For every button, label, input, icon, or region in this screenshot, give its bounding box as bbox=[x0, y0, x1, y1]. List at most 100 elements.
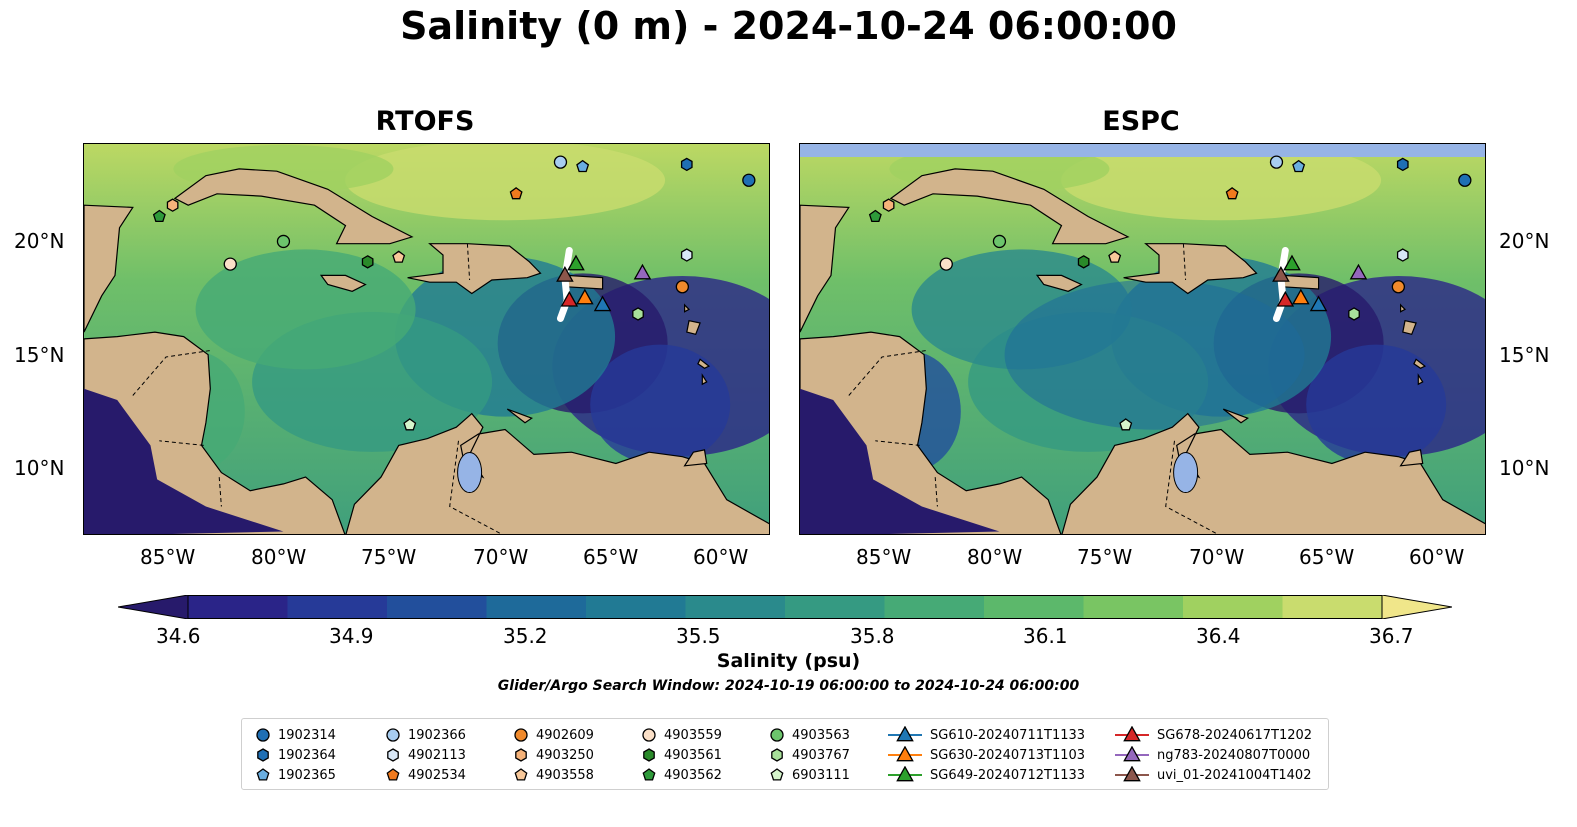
landmass bbox=[889, 168, 1130, 245]
obs-marker-1902364 bbox=[680, 157, 693, 172]
obs-marker-4902609 bbox=[675, 280, 690, 294]
obs-marker-4903250 bbox=[882, 198, 895, 212]
lat-tick-label: 10°N bbox=[14, 456, 65, 480]
colorbar-bin bbox=[387, 595, 488, 619]
legend-marker-circle bbox=[386, 728, 400, 742]
colorbar-tick-label: 35.2 bbox=[503, 624, 548, 648]
lat-tick-label: 20°N bbox=[14, 229, 65, 253]
legend-item-4903558: 4903558 bbox=[514, 765, 594, 785]
legend-marker-circle bbox=[770, 728, 784, 742]
rtofs-salinity-map[interactable] bbox=[83, 143, 770, 535]
obs-marker-4903558 bbox=[392, 250, 406, 263]
colorbar-max-extension bbox=[1381, 595, 1452, 619]
country-border bbox=[218, 477, 222, 507]
obs-marker-4903561 bbox=[1077, 255, 1090, 269]
colorbar-tick-label: 34.9 bbox=[329, 624, 374, 648]
lon-tick-label: 75°W bbox=[361, 545, 417, 569]
figure-title: Salinity (0 m) - 2024-10-24 06:00:00 bbox=[400, 4, 1177, 48]
landmass bbox=[407, 243, 542, 295]
obs-marker-1902314 bbox=[1458, 173, 1472, 187]
legend-label: 1902364 bbox=[278, 747, 336, 763]
obs-marker-SG678-20240617T1202 bbox=[560, 290, 579, 307]
landmass bbox=[1400, 303, 1406, 313]
obs-marker-4903561 bbox=[361, 255, 374, 269]
landmass bbox=[1035, 274, 1083, 292]
landmass bbox=[319, 274, 367, 292]
pacific-ocean bbox=[800, 388, 1000, 534]
obs-marker-1902364 bbox=[1396, 157, 1409, 172]
country-border bbox=[159, 440, 204, 446]
lat-tick-label: 10°N bbox=[1499, 456, 1550, 480]
colorbar-bin bbox=[287, 595, 388, 619]
obs-marker-4902534 bbox=[1225, 187, 1239, 200]
salinity-colorbar bbox=[118, 595, 1452, 619]
obs-marker-4903559 bbox=[939, 257, 953, 271]
obs-marker-1902366 bbox=[1269, 155, 1284, 169]
legend-marker-pentagon bbox=[770, 768, 784, 781]
legend-label: 4902113 bbox=[408, 747, 466, 763]
panel-title-espc: ESPC bbox=[1102, 106, 1180, 137]
landmass bbox=[697, 358, 711, 369]
country-border bbox=[466, 243, 471, 281]
obs-marker-4903250 bbox=[166, 198, 179, 212]
legend-label: 1902366 bbox=[408, 727, 466, 743]
glider-track bbox=[556, 246, 573, 322]
lon-tick-label: 75°W bbox=[1077, 545, 1133, 569]
colorbar-tick-label: 35.5 bbox=[676, 624, 721, 648]
landmass bbox=[506, 408, 534, 424]
legend-label: 4903558 bbox=[536, 767, 594, 783]
lat-tick-label: 15°N bbox=[14, 343, 65, 367]
obs-marker-4903558 bbox=[1108, 250, 1122, 263]
glider-track bbox=[1272, 246, 1289, 322]
obs-marker-1902314 bbox=[742, 173, 756, 187]
lon-tick-label: 65°W bbox=[1299, 545, 1355, 569]
legend-item-1902366: 1902366 bbox=[386, 725, 466, 745]
legend-item-SG630-20240713T1103: SG630-20240713T1103 bbox=[888, 745, 1085, 765]
legend-marker-triangle-line bbox=[888, 746, 922, 762]
country-border bbox=[875, 440, 920, 446]
legend-item-6903111: 6903111 bbox=[770, 765, 850, 785]
legend-label: SG649-20240712T1133 bbox=[930, 767, 1086, 783]
search-window-note: Glider/Argo Search Window: 2024-10-19 06… bbox=[497, 678, 1080, 694]
legend-marker-hexagon bbox=[771, 748, 783, 762]
legend-marker-circle bbox=[642, 728, 656, 742]
legend-item-4903250: 4903250 bbox=[514, 745, 594, 765]
landmass bbox=[1061, 412, 1485, 534]
legend-marker-circle bbox=[256, 728, 270, 742]
landmass bbox=[345, 412, 769, 534]
lake-maracaibo bbox=[1173, 452, 1199, 494]
country-border bbox=[1182, 243, 1187, 281]
panel-title-rtofs: RTOFS bbox=[375, 106, 475, 137]
obs-marker-ng783-20240807T0000 bbox=[1349, 263, 1368, 280]
lon-tick-label: 80°W bbox=[967, 545, 1023, 569]
obs-marker-ng783-20240807T0000 bbox=[633, 263, 652, 280]
landmass bbox=[566, 274, 604, 290]
obs-marker-4902534 bbox=[509, 187, 523, 200]
colorbar-bin bbox=[1083, 595, 1184, 619]
legend-item-1902364: 1902364 bbox=[256, 745, 336, 765]
obs-marker-SG630-20240713T1103 bbox=[1292, 288, 1310, 305]
colorbar-tick-label: 36.4 bbox=[1196, 624, 1241, 648]
lon-tick-label: 65°W bbox=[583, 545, 639, 569]
colorbar-bin bbox=[586, 595, 687, 619]
legend-item-1902365: 1902365 bbox=[256, 765, 336, 785]
lon-tick-label: 60°W bbox=[693, 545, 749, 569]
legend-marker-triangle-line bbox=[1115, 746, 1149, 762]
obs-marker-SG610-20240711T1133 bbox=[1309, 295, 1328, 312]
obs-marker-4902113 bbox=[680, 248, 693, 262]
espc-salinity-map[interactable] bbox=[799, 143, 1486, 535]
legend-item-SG678-20240617T1202: SG678-20240617T1202 bbox=[1115, 725, 1312, 745]
obs-marker-1902366 bbox=[553, 155, 568, 169]
obs-marker-6903111 bbox=[1119, 418, 1133, 431]
legend-label: 1902365 bbox=[278, 767, 336, 783]
colorbar-tick-label: 36.1 bbox=[1023, 624, 1068, 648]
legend-marker-pentagon bbox=[642, 768, 656, 781]
obs-marker-4903563 bbox=[992, 234, 1007, 249]
country-border bbox=[848, 349, 929, 396]
lon-tick-label: 70°W bbox=[1189, 545, 1245, 569]
legend-item-uvi_01-20241004T1402: uvi_01-20241004T1402 bbox=[1115, 765, 1311, 785]
landmass bbox=[1413, 358, 1427, 369]
legend-marker-triangle-line bbox=[888, 766, 922, 782]
colorbar-label: Salinity (psu) bbox=[716, 650, 861, 672]
colorbar-bin bbox=[884, 595, 985, 619]
